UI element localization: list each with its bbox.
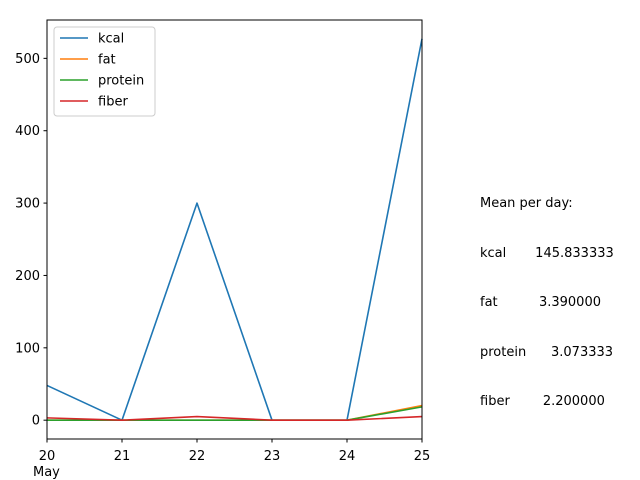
x-tick-label: 21: [114, 449, 131, 464]
annotation-row: fat 3.390000: [480, 295, 601, 310]
y-tick-label: 0: [32, 414, 40, 429]
y-tick-label: 400: [15, 124, 40, 139]
legend-label: fat: [98, 53, 116, 68]
y-tick-label: 100: [15, 341, 40, 356]
annotation-row: protein 3.073333: [480, 344, 614, 360]
x-tick-label: 24: [339, 449, 356, 464]
x-tick-label: 25: [414, 449, 431, 464]
annotation-row: fiber 2.200000: [480, 394, 605, 409]
x-tick-label: 23: [264, 449, 281, 464]
x-tick-label: 22: [189, 449, 206, 464]
mean-per-day-annotation: Mean per day: kcal 145.833333 fat 3.3900…: [480, 163, 614, 427]
plot-lines: [46, 38, 423, 421]
series-line-kcal: [46, 38, 423, 421]
legend-label: kcal: [98, 32, 124, 47]
series-line-fiber: [46, 415, 423, 421]
legend-box: [53, 26, 156, 117]
legend: kcal fat protein fiber: [53, 26, 156, 117]
plot-frame: [46, 19, 423, 440]
y-tick-label: 500: [15, 52, 40, 67]
x-axis-month-label: May: [33, 465, 60, 480]
annotation-title: Mean per day:: [480, 196, 573, 211]
x-tick-label: 20: [39, 449, 56, 464]
annotation-row: kcal 145.833333: [480, 245, 614, 261]
legend-label: fiber: [98, 95, 128, 110]
y-tick-label: 200: [15, 269, 40, 284]
y-tick-label: 300: [15, 197, 40, 212]
x-axis: 20 21 22 23 24 25: [39, 439, 431, 464]
legend-label: protein: [98, 74, 144, 89]
y-axis: 0 100 200 300 400 500: [15, 52, 47, 429]
